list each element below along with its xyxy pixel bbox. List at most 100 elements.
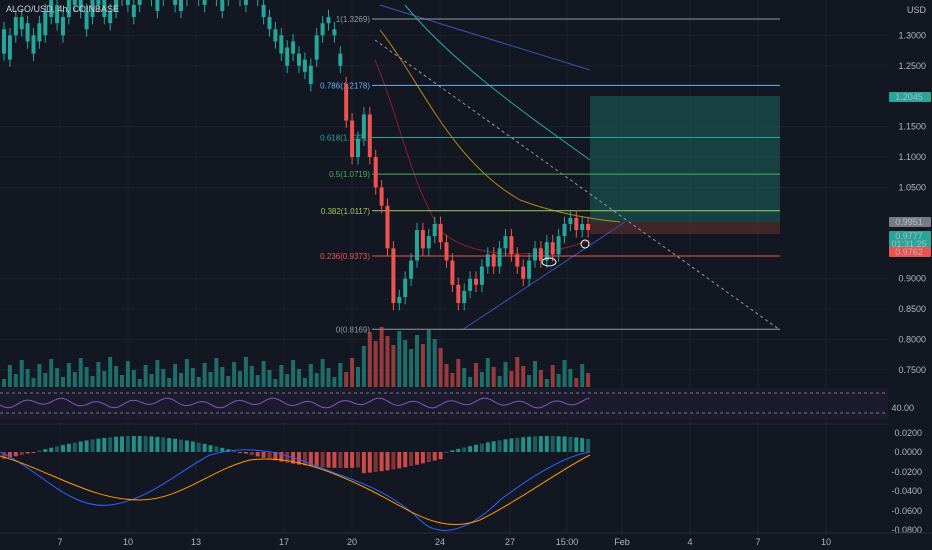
candle-body <box>102 0 107 18</box>
time-tick-label: 10 <box>123 537 133 547</box>
candle-body <box>373 157 378 188</box>
candle-body <box>66 0 71 18</box>
macd-bar <box>61 445 65 452</box>
candle-body <box>114 0 119 12</box>
macd-bar <box>43 449 48 452</box>
macd-tick-label: -0.0400 <box>891 486 922 496</box>
price-axis[interactable] <box>888 0 932 550</box>
candle-body <box>72 0 77 5</box>
volume-bar <box>96 362 101 387</box>
macd-bar <box>485 442 490 452</box>
volume-bar <box>291 360 296 387</box>
macd-bar <box>538 436 543 452</box>
candle-body <box>285 47 290 66</box>
candle-body <box>302 59 307 72</box>
macd-bar <box>66 443 71 452</box>
macd-bar <box>385 452 390 471</box>
volume-bar <box>120 375 124 387</box>
volume-bar <box>302 378 307 387</box>
macd-bar <box>120 436 124 452</box>
volume-bar <box>273 379 278 387</box>
fib-level-label: 0.618(1.1321) <box>320 134 370 143</box>
volume-bar <box>238 371 242 387</box>
symbol-title[interactable]: ALGO/USD, 4h, COINBASE <box>6 4 120 14</box>
fib-level-label: 0.5(1.0719) <box>329 170 370 179</box>
macd-bar <box>420 452 425 464</box>
candle-body <box>78 0 83 12</box>
volume-bar <box>432 339 437 387</box>
volume-bar <box>279 365 284 387</box>
volume-bar <box>208 372 213 387</box>
macd-bar <box>232 450 237 452</box>
trendline-dashed[interactable] <box>374 39 781 331</box>
time-axis-ticks[interactable]: 7 10 13 17 20 24 27 15:00 Feb 4 7 10 <box>57 537 831 547</box>
highlight-circle[interactable] <box>541 257 557 267</box>
macd-bar <box>550 436 555 452</box>
candle-body <box>491 254 496 267</box>
macd-bar <box>13 452 18 457</box>
macd-bar <box>255 452 260 457</box>
fib-level-label: 0.236(0.9373) <box>320 252 370 261</box>
time-tick-label: 13 <box>191 537 201 547</box>
candle-body <box>474 278 478 285</box>
candle-body <box>479 266 484 285</box>
time-tick-label: 7 <box>57 537 62 547</box>
volume-bar <box>184 359 189 387</box>
macd-bar <box>108 437 113 452</box>
macd-bar <box>338 452 343 468</box>
fib-level-label: 0(0.8169) <box>336 325 371 334</box>
trendline-support[interactable] <box>461 221 626 331</box>
currency-label: USD <box>907 5 927 15</box>
volume-bar <box>373 341 378 387</box>
volume-bar <box>503 362 508 387</box>
macd-bar <box>438 452 443 460</box>
macd-bar <box>179 439 183 452</box>
volume-bar <box>149 374 154 387</box>
volume-bar <box>285 374 290 387</box>
macd-bar <box>426 452 431 463</box>
highlight-circle[interactable] <box>580 239 590 249</box>
macd-bar <box>367 452 372 473</box>
long-position-target-zone[interactable] <box>590 96 780 222</box>
rsi-tick-label: 40.00 <box>891 403 914 413</box>
time-tick-label: 24 <box>435 537 445 547</box>
candle-body <box>462 290 467 304</box>
macd-bar <box>143 436 148 452</box>
volume-bar <box>31 378 36 387</box>
time-tick-label: 20 <box>347 537 357 547</box>
macd-bar <box>37 450 42 452</box>
macd-bar <box>7 452 12 458</box>
candle-body <box>279 35 284 54</box>
volume-bar <box>297 369 301 387</box>
candle-body <box>332 29 337 36</box>
candle-body <box>538 248 543 261</box>
candle-body <box>580 223 585 231</box>
macd-bar <box>409 452 414 466</box>
candle-body <box>497 248 502 267</box>
price-tick-label: 1.1500 <box>898 122 926 132</box>
volume-bar <box>550 365 555 387</box>
macd-bar <box>125 436 130 452</box>
volume-bar <box>25 369 30 387</box>
macd-bar <box>114 436 119 452</box>
macd-bar <box>155 436 160 452</box>
candle-body <box>13 17 18 36</box>
volume-bar <box>391 345 396 387</box>
candle-body <box>84 11 89 30</box>
candle-body <box>503 236 508 249</box>
candle-body <box>155 0 160 12</box>
volume-bar <box>344 372 349 387</box>
volume-bar <box>397 331 402 387</box>
candle-body <box>485 254 490 267</box>
candle-body <box>31 35 36 54</box>
volume-bar <box>326 368 331 387</box>
long-position-stop-zone[interactable] <box>590 222 780 234</box>
volume-bar <box>84 367 89 387</box>
macd-bar <box>450 450 455 452</box>
volume-bar <box>462 368 467 387</box>
volume-bar <box>509 371 514 387</box>
volume-bar <box>568 369 573 387</box>
candle-body <box>19 17 24 30</box>
volume-bar <box>55 368 60 387</box>
